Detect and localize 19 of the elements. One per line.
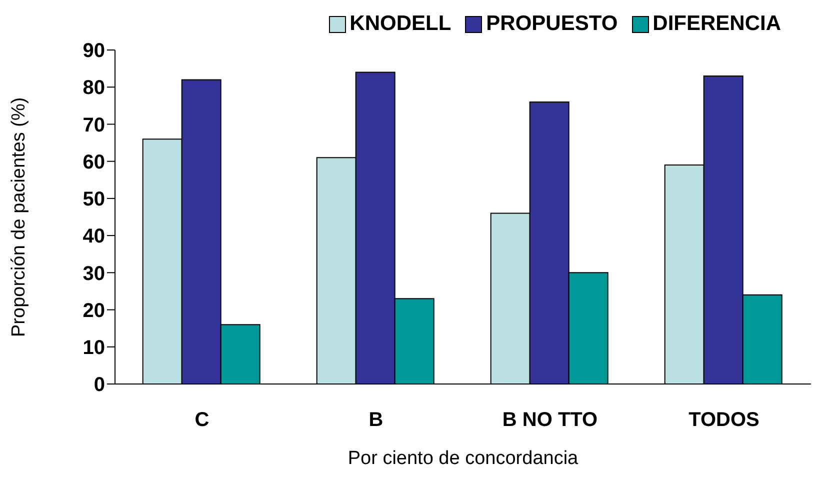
y-tick-label: 60	[82, 151, 105, 174]
y-tick-label: 40	[82, 226, 105, 248]
y-tick-label: 50	[82, 188, 105, 211]
legend-label: DIFERENCIA	[652, 12, 781, 36]
legend-label: PROPUESTO	[486, 12, 618, 36]
y-tick-label: 10	[82, 336, 105, 359]
legend-label: KNODELL	[350, 12, 452, 36]
x-tick-label: B NO TTO	[502, 409, 598, 432]
x-tick-label: B	[368, 409, 384, 432]
y-tick-label: 70	[82, 114, 105, 136]
y-tick-label: 20	[82, 300, 105, 322]
y-axis-title: Proporción de pacientes (%)	[8, 97, 30, 337]
x-axis-title: Por ciento de concordancia	[348, 448, 579, 469]
y-tick-label: 80	[82, 77, 105, 100]
x-tick-label: C	[194, 409, 210, 432]
y-tick-label: 0	[94, 374, 105, 396]
y-tick-label: 30	[82, 262, 105, 285]
y-tick-label: 90	[82, 40, 105, 62]
x-tick-label: TODOS	[688, 409, 760, 432]
